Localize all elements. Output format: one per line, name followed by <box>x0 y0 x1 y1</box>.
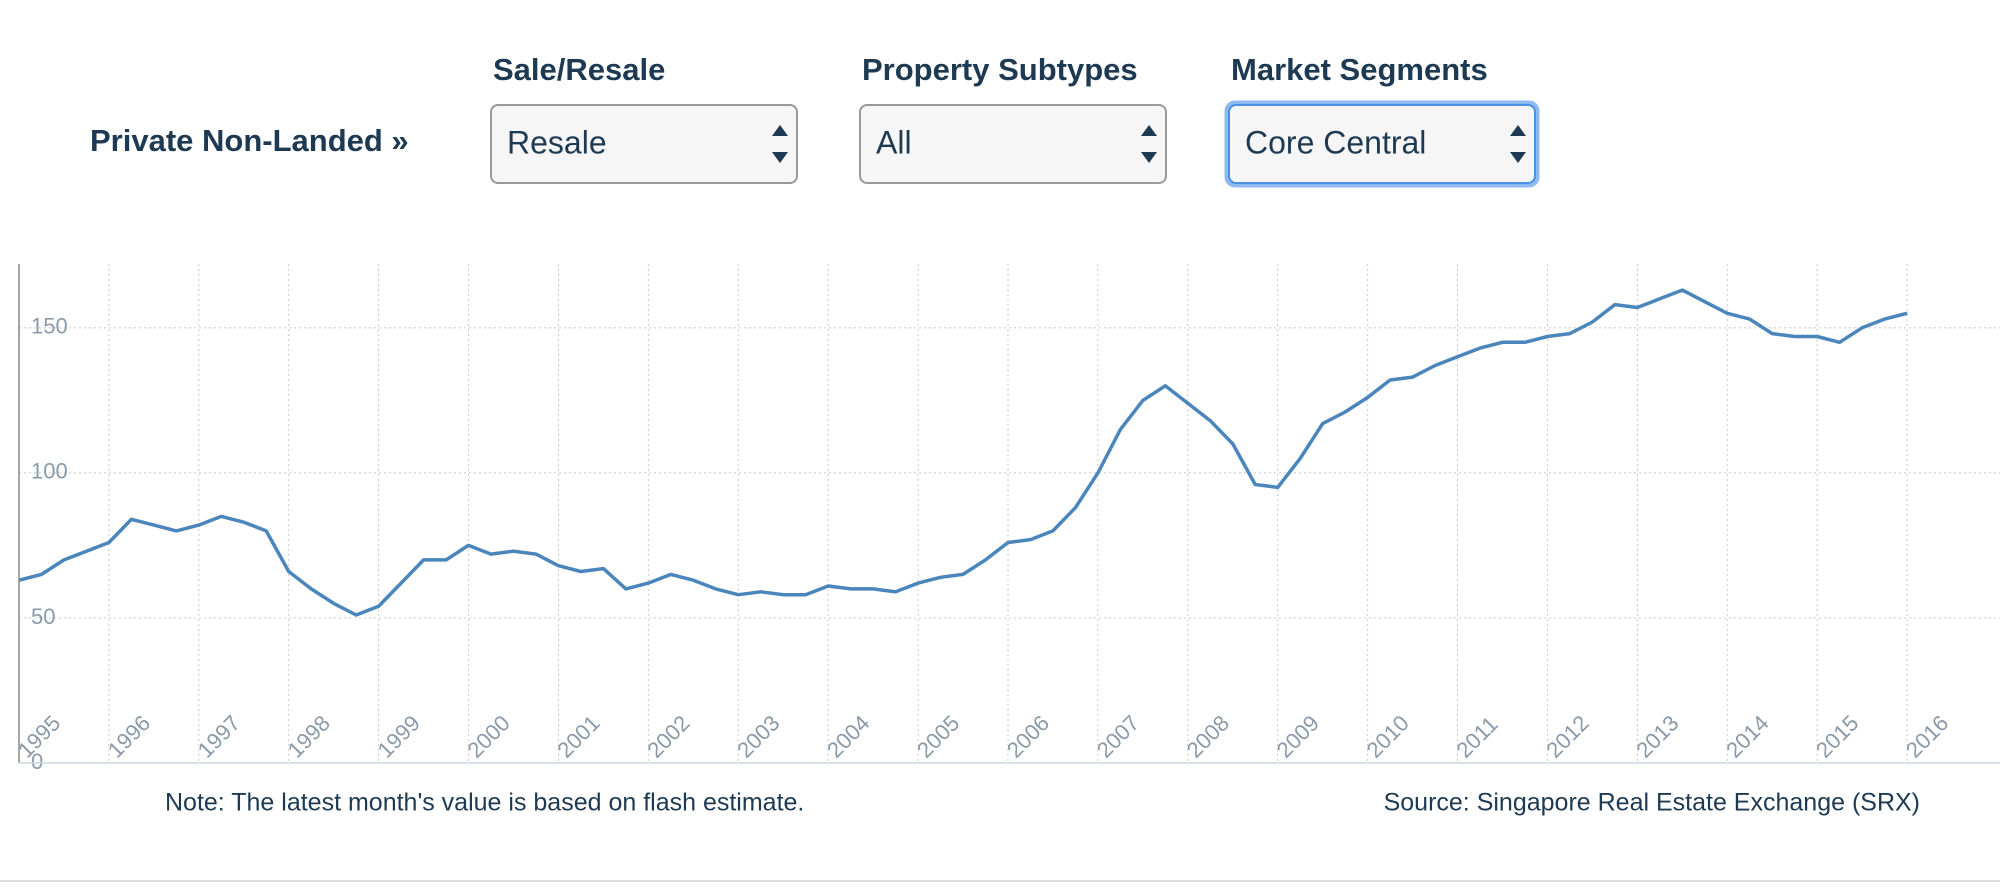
x-tick-label: 2009 <box>1272 710 1324 762</box>
dropdown[interactable] <box>490 104 798 184</box>
x-tick-label: 2005 <box>912 710 964 762</box>
x-tick-label: 2016 <box>1901 710 1953 762</box>
y-tick-label: 50 <box>31 604 55 629</box>
x-tick-label: 2014 <box>1721 710 1773 762</box>
x-tick-label: 2011 <box>1452 712 1503 763</box>
x-tick-label: 2003 <box>732 710 784 762</box>
source: Source: Singapore Real Estate Exchange (… <box>1384 789 1920 817</box>
filter-label: Market Segments <box>1231 52 1488 87</box>
filter-label: Sale/Resale <box>493 52 665 87</box>
segment-link[interactable]: Private Non-Landed » <box>90 123 409 158</box>
x-tick-label: 1998 <box>283 710 335 762</box>
x-tick-label: 2002 <box>642 710 694 762</box>
dropdown-value: Core Central <box>1245 124 1426 160</box>
x-tick-label: 2000 <box>463 710 515 762</box>
x-tick-label: 2013 <box>1631 710 1683 762</box>
x-tick-label: 2001 <box>552 710 604 762</box>
line <box>18 288 1908 617</box>
y-tick-label: 100 <box>31 459 68 484</box>
dropdown-arrow <box>772 125 788 163</box>
x-tick-label: 2004 <box>822 710 874 762</box>
dropdown-value: All <box>876 124 912 160</box>
y-tick-label: 150 <box>31 314 68 339</box>
dropdown-value: Resale <box>507 124 607 160</box>
x-tick-label: 2006 <box>1002 710 1054 762</box>
focus-ring <box>1224 100 1540 188</box>
note: Note: The latest month's value is based … <box>165 789 804 817</box>
x-tick-label: 2008 <box>1182 710 1234 762</box>
x-tick-label: 1996 <box>103 710 155 762</box>
x-tick-label: 1997 <box>193 710 245 762</box>
x-tick-label: 2012 <box>1541 710 1593 762</box>
x-tick-label: 2010 <box>1362 710 1414 762</box>
dropdown-arrow <box>1141 125 1157 163</box>
dropdown-arrow <box>1510 125 1526 163</box>
dropdown[interactable] <box>859 104 1167 184</box>
y-tick-label: 0 <box>31 749 43 774</box>
x-tick-label: 1999 <box>373 710 425 762</box>
x-tick-label: 2007 <box>1092 710 1144 762</box>
filter-label: Property Subtypes <box>862 52 1138 87</box>
dropdown[interactable] <box>1228 104 1536 184</box>
x-tick-label: 2015 <box>1811 710 1863 762</box>
